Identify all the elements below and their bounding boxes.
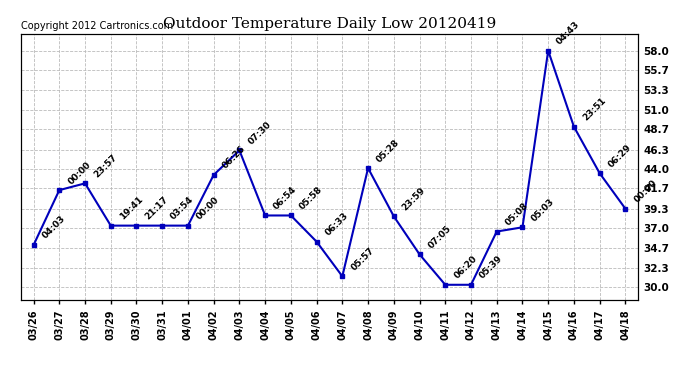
Text: 06:54: 06:54 [272, 185, 299, 211]
Text: 05:57: 05:57 [349, 246, 376, 272]
Text: 19:41: 19:41 [118, 195, 144, 222]
Text: 05:03: 05:03 [529, 197, 556, 223]
Text: 06:33: 06:33 [324, 211, 350, 237]
Text: 05:08: 05:08 [504, 201, 530, 227]
Text: 05:28: 05:28 [375, 138, 402, 164]
Title: Outdoor Temperature Daily Low 20120419: Outdoor Temperature Daily Low 20120419 [163, 17, 496, 31]
Text: 23:51: 23:51 [581, 96, 607, 123]
Text: 06:20: 06:20 [452, 254, 479, 280]
Text: 06:26: 06:26 [221, 144, 247, 171]
Text: 00:00: 00:00 [66, 160, 92, 186]
Text: 04:03: 04:03 [41, 214, 67, 241]
Text: 06:29: 06:29 [607, 142, 633, 169]
Text: 21:17: 21:17 [144, 195, 170, 222]
Text: 23:57: 23:57 [92, 153, 119, 179]
Text: 07:05: 07:05 [426, 224, 453, 250]
Text: 05:39: 05:39 [478, 254, 504, 280]
Text: 07:30: 07:30 [246, 120, 273, 146]
Text: 04:43: 04:43 [555, 20, 582, 46]
Text: Copyright 2012 Cartronics.com: Copyright 2012 Cartronics.com [21, 21, 172, 31]
Text: 03:54: 03:54 [169, 195, 196, 222]
Text: 00:00: 00:00 [632, 178, 658, 204]
Text: 23:59: 23:59 [401, 186, 427, 212]
Text: 05:58: 05:58 [298, 185, 324, 211]
Text: 00:00: 00:00 [195, 195, 221, 222]
